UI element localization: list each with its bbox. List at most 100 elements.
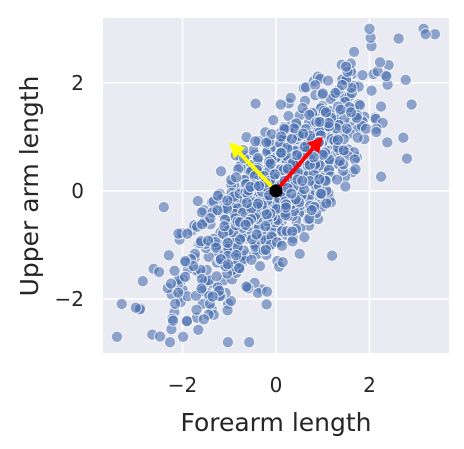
y-tick-label: 2: [71, 71, 84, 95]
data-point: [279, 201, 293, 214]
data-point: [344, 106, 357, 119]
data-point: [260, 136, 273, 149]
data-point: [261, 285, 274, 298]
x-tick-label: 2: [363, 373, 376, 397]
data-point: [221, 194, 234, 207]
data-point: [192, 323, 205, 336]
data-point: [164, 277, 178, 290]
data-point: [381, 136, 394, 149]
data-point: [253, 179, 266, 193]
data-point: [202, 234, 215, 247]
data-point: [179, 255, 192, 268]
data-point: [305, 204, 318, 217]
data-point: [351, 131, 364, 144]
data-point: [373, 56, 387, 69]
data-point: [349, 163, 362, 176]
data-point: [331, 133, 344, 146]
data-point: [405, 98, 418, 111]
data-point: [209, 241, 223, 254]
y-axis-label: Upper arm length: [15, 76, 44, 297]
data-point: [169, 297, 182, 310]
data-point: [243, 336, 256, 349]
data-point: [337, 144, 350, 157]
vector-1-arrowhead: [306, 136, 323, 154]
data-point: [320, 106, 333, 119]
data-point: [230, 171, 243, 184]
data-point: [268, 168, 281, 181]
data-point: [204, 212, 217, 225]
y-tick-label: −2: [55, 287, 84, 311]
vector-2-arrowhead: [229, 142, 246, 159]
data-point: [375, 100, 388, 113]
data-point: [313, 115, 326, 129]
data-points: [110, 22, 442, 349]
data-point: [264, 157, 277, 170]
data-point: [250, 228, 263, 241]
data-point: [360, 122, 373, 135]
data-point: [239, 218, 252, 231]
data-point: [334, 103, 347, 116]
data-point: [221, 258, 234, 271]
data-point: [259, 243, 272, 256]
data-point: [162, 249, 175, 262]
y-tick-label: 0: [71, 179, 84, 203]
data-point: [348, 45, 361, 58]
data-point: [397, 131, 410, 144]
data-point: [313, 173, 326, 186]
data-point: [333, 155, 346, 168]
data-point: [297, 127, 310, 140]
data-point: [163, 336, 177, 349]
data-point: [180, 314, 193, 328]
data-point: [298, 231, 311, 244]
data-point: [177, 330, 190, 343]
x-tick-label: −2: [168, 373, 197, 397]
data-point: [380, 70, 393, 83]
data-point: [157, 201, 170, 214]
data-point: [253, 260, 267, 273]
data-point: [326, 249, 339, 262]
data-point: [197, 313, 210, 326]
data-point: [303, 108, 316, 121]
data-point: [206, 290, 219, 303]
data-point: [356, 69, 369, 82]
data-point: [259, 220, 272, 233]
data-point: [136, 275, 149, 288]
data-point: [330, 173, 344, 186]
data-point: [375, 170, 388, 183]
data-point: [172, 286, 185, 299]
data-point: [167, 314, 180, 327]
x-tick-labels: −2 0 2: [168, 373, 376, 397]
y-tick-labels: −2 0 2: [55, 71, 84, 311]
data-point: [240, 280, 253, 293]
data-point: [296, 174, 309, 187]
data-point: [340, 122, 353, 135]
data-point: [419, 28, 432, 41]
data-point: [221, 236, 234, 249]
data-point: [115, 297, 128, 311]
x-tick-label: 0: [270, 373, 283, 397]
data-point: [392, 32, 405, 45]
data-point: [218, 220, 231, 233]
data-point: [275, 239, 289, 252]
data-point: [251, 197, 264, 210]
data-point: [210, 270, 223, 283]
x-axis-label: Forearm length: [180, 408, 371, 437]
data-point: [221, 336, 234, 349]
data-point: [370, 125, 383, 139]
data-point: [275, 146, 288, 159]
data-point: [110, 330, 124, 343]
data-point: [276, 256, 289, 269]
data-point: [234, 233, 247, 246]
data-point: [191, 194, 204, 208]
data-point: [168, 264, 181, 277]
data-point: [196, 218, 209, 231]
data-point: [307, 151, 320, 164]
data-point: [179, 270, 192, 283]
data-point: [400, 152, 413, 165]
data-point: [181, 227, 194, 240]
data-point: [298, 140, 311, 154]
data-point: [285, 132, 298, 145]
origin-marker: [269, 184, 283, 198]
vectors: [229, 136, 323, 198]
data-point: [267, 114, 280, 127]
